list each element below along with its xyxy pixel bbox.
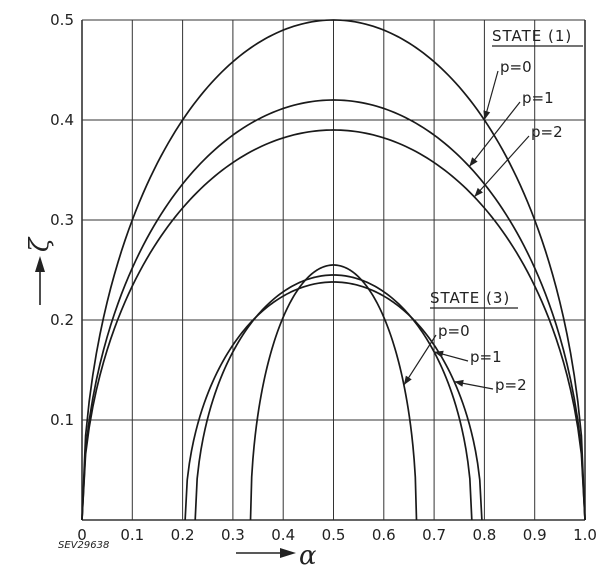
y-tick-label: 0.5 (50, 11, 74, 29)
grid (81, 19, 586, 521)
state-label: STATE (1) (492, 27, 572, 45)
annotation-arrow-line (473, 135, 530, 198)
y-axis-label-text: ζ (25, 236, 55, 252)
annotation-arrow-head (483, 110, 491, 120)
y-tick-label: 0.2 (50, 311, 74, 329)
annotation-arrow-head (403, 375, 412, 386)
x-tick-label: 0.8 (472, 526, 496, 544)
x-axis-label-text: α (299, 541, 317, 569)
x-tick-label: 0.2 (171, 526, 195, 544)
annotation-arrow-head (434, 350, 444, 358)
y-tick-label: 0.1 (50, 411, 74, 429)
series-line-state2-p0 (249, 264, 418, 521)
x-tick-labels: 0 0.1 0.2 0.3 0.4 0.5 0.6 0.7 0.8 0.9 1.0 (77, 526, 597, 544)
state-label: STATE (3) (430, 289, 510, 307)
x-tick-label: 0 (77, 526, 87, 544)
series-label: p=1 (522, 89, 554, 107)
series-label: p=2 (531, 123, 563, 141)
y-tick-labels: 0.1 0.2 0.3 0.4 0.5 (50, 11, 74, 429)
x-tick-label: 0.1 (120, 526, 144, 544)
series-label: p=0 (438, 322, 470, 340)
x-tick-label: 0.6 (372, 526, 396, 544)
x-tick-label: 1.0 (573, 526, 597, 544)
series-line-state2-p1 (194, 274, 473, 521)
x-tick-label: 0.5 (322, 526, 346, 544)
series-line-state1-p1 (81, 99, 586, 521)
series-label: p=1 (470, 348, 502, 366)
series-line-state2-p2 (184, 281, 483, 521)
series-label: p=0 (500, 58, 532, 76)
x-axis-label: α (236, 541, 317, 569)
figure-stamp: SEV29638 (58, 540, 109, 551)
x-tick-label: 0.3 (221, 526, 245, 544)
annotation-arrow-head (474, 187, 483, 197)
annotation-arrow-line (468, 101, 521, 167)
annotation-arrow-line (403, 334, 437, 386)
annotations: STATE (1)STATE (3)p=0p=1p=2p=0p=1p=2 (403, 27, 583, 394)
x-tick-label: 0.9 (523, 526, 547, 544)
series-line-state1-p2 (81, 129, 586, 521)
y-tick-label: 0.4 (50, 111, 74, 129)
series-line-state1-p0 (81, 19, 586, 521)
annotation-arrow-head (454, 379, 464, 387)
y-tick-label: 0.3 (50, 211, 74, 229)
series-label: p=2 (495, 376, 527, 394)
x-tick-label: 0.7 (422, 526, 446, 544)
curves (81, 19, 586, 521)
annotation-arrow-head (469, 157, 478, 167)
y-axis-label: ζ (25, 236, 55, 305)
x-tick-label: 0.4 (271, 526, 295, 544)
